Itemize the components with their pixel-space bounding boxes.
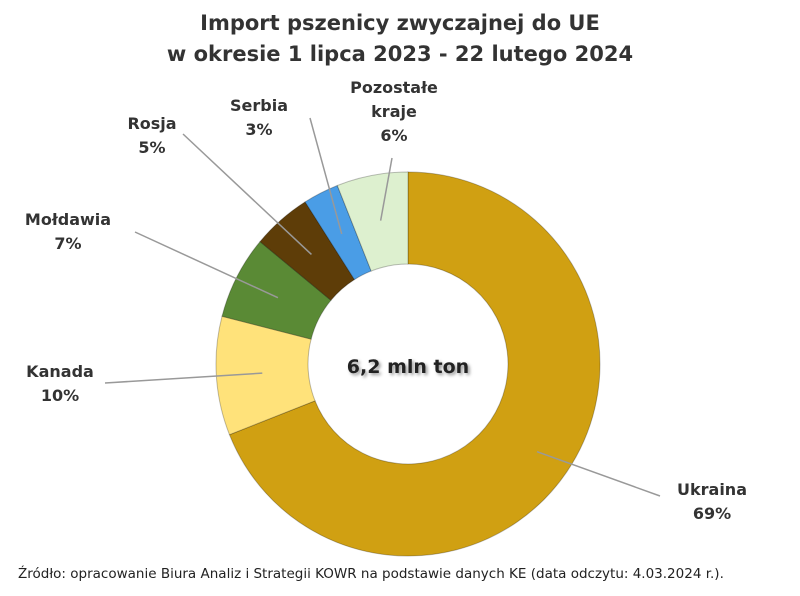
chart-title: Import pszenicy zwyczajnej do UE w okres… [0,8,800,70]
leader-line-kanada [104,372,263,384]
label-pozostale-name: Pozostałe kraje [350,78,438,121]
label-ukraina-name: Ukraina [677,480,747,499]
slice-kanada [215,315,316,436]
label-serbia-value: 3% [245,120,273,139]
label-rosja-value: 5% [138,138,166,157]
leader-line-rosja [182,133,312,256]
label-pozostale-value: 6% [380,126,408,145]
leader-line-mołdawia [134,231,279,299]
label-ukraina: Ukraina 69% [677,478,747,526]
center-total-label: 6,2 mln ton [346,356,470,378]
label-pozostale: Pozostałe kraje 6% [339,76,449,148]
label-rosja: Rosja 5% [127,112,176,160]
leader-line-pozostałe-kraje [379,157,393,221]
chart-title-line-1: Import pszenicy zwyczajnej do UE [200,11,600,35]
slice-ukraina [228,171,601,557]
label-kanada: Kanada 10% [26,360,94,408]
label-rosja-name: Rosja [127,114,177,133]
source-note: Źródło: opracowanie Biura Analiz i Strat… [18,566,724,582]
label-moldawia: Mołdawia 7% [25,208,111,256]
label-moldawia-value: 7% [54,234,82,253]
label-ukraina-value: 69% [692,504,732,523]
slice-mołdawia [221,240,332,340]
label-serbia-name: Serbia [230,96,288,115]
slice-pozostałe-kraje [336,171,409,272]
leader-line-serbia [309,117,343,235]
label-kanada-name: Kanada [26,362,94,381]
label-moldawia-name: Mołdawia [24,210,112,229]
label-serbia: Serbia 3% [230,94,288,142]
chart-title-line-2: w okresie 1 lipca 2023 - 22 lutego 2024 [166,42,634,66]
leader-line-ukraina [536,450,661,497]
label-kanada-value: 10% [40,386,80,405]
